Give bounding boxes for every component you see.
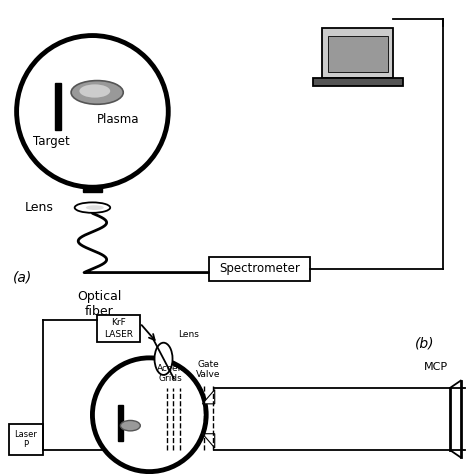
Bar: [209, 257, 310, 281]
Text: Lens: Lens: [178, 330, 199, 339]
Text: Laser
P: Laser P: [14, 430, 37, 449]
Ellipse shape: [71, 81, 123, 104]
Text: Plasma: Plasma: [97, 113, 140, 126]
Polygon shape: [202, 434, 215, 448]
Text: Spectrometer: Spectrometer: [219, 262, 300, 275]
Text: (a): (a): [13, 270, 33, 284]
Bar: [328, 36, 388, 72]
Text: KrF
LASER: KrF LASER: [104, 319, 133, 338]
Bar: [55, 83, 61, 130]
Bar: [118, 405, 123, 441]
Ellipse shape: [155, 343, 173, 375]
Text: Lens: Lens: [25, 201, 54, 214]
Bar: [313, 78, 403, 86]
Text: Gate
Valve: Gate Valve: [196, 360, 221, 379]
Bar: [322, 28, 393, 78]
Text: Optical
fiber: Optical fiber: [77, 290, 122, 318]
Ellipse shape: [75, 202, 110, 213]
Bar: [97, 315, 140, 342]
Text: Accel.
Grids: Accel. Grids: [157, 364, 184, 383]
Polygon shape: [83, 186, 102, 192]
Ellipse shape: [86, 205, 104, 210]
Text: MCP: MCP: [424, 362, 448, 372]
Text: Target: Target: [33, 135, 70, 148]
Text: (b): (b): [415, 337, 434, 351]
Ellipse shape: [120, 420, 140, 431]
Bar: [9, 424, 43, 455]
Polygon shape: [202, 390, 215, 404]
Ellipse shape: [80, 84, 110, 98]
